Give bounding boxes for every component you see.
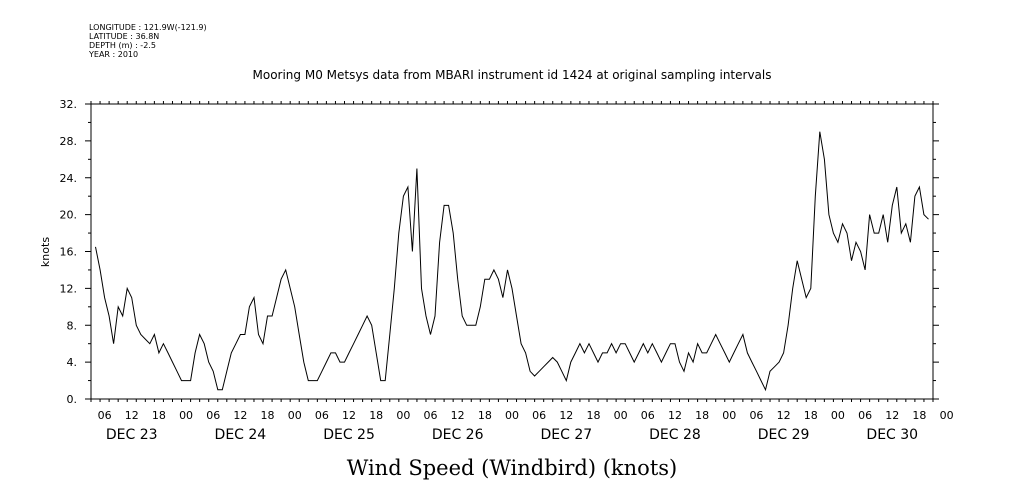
year-text: YEAR : 2010 — [88, 50, 138, 59]
hour-tick-label: 00 — [179, 409, 193, 422]
hour-tick-label: 06 — [424, 409, 438, 422]
y-axis-label: knots — [39, 237, 52, 267]
hour-tick-label: 18 — [695, 409, 709, 422]
hour-tick-label: 00 — [505, 409, 519, 422]
x-axis-label: Wind Speed (Windbird) (knots) — [347, 456, 677, 480]
day-label: DEC 27 — [540, 427, 592, 443]
y-tick-label: 28. — [60, 135, 78, 148]
hour-tick-label: 12 — [451, 409, 465, 422]
hour-tick-label: 18 — [912, 409, 926, 422]
depth-text: DEPTH (m) : -2.5 — [89, 41, 156, 50]
y-tick-label: 4. — [67, 356, 78, 369]
metadata-block: LONGITUDE : 121.9W(-121.9) LATITUDE : 36… — [88, 23, 207, 59]
hour-tick-label: 12 — [668, 409, 682, 422]
hour-tick-label: 06 — [641, 409, 655, 422]
plot-frame — [90, 103, 934, 400]
x-axis: 06 12 18 00 06 12 18 00 06 12 18 00 06 12 18 00 06 12 18 00… — [90, 101, 954, 422]
y-tick-label: 16. — [60, 246, 78, 259]
hour-tick-label: 06 — [98, 409, 112, 422]
day-label: DEC 29 — [758, 427, 810, 443]
hour-tick-label: 18 — [152, 409, 166, 422]
y-tick-label: 32. — [60, 98, 78, 111]
y-tick-label: 12. — [60, 282, 78, 295]
day-label: DEC 30 — [866, 427, 918, 443]
y-tick-label: 8. — [67, 319, 78, 332]
day-label: DEC 25 — [323, 427, 375, 443]
day-label: DEC 23 — [106, 427, 158, 443]
y-axis: 0. 4. 8. 12. 16. 20. 24. 28. 32. — [60, 98, 939, 406]
hour-tick-label: 18 — [586, 409, 600, 422]
latitude-text: LATITUDE : 36.8N — [89, 32, 159, 41]
y-tick-label: 20. — [60, 209, 78, 222]
hour-tick-label: 18 — [478, 409, 492, 422]
hour-tick-label: 06 — [315, 409, 329, 422]
hour-tick-label: 00 — [722, 409, 736, 422]
day-label: DEC 24 — [215, 427, 267, 443]
hour-tick-label: 00 — [396, 409, 410, 422]
hour-tick-label: 06 — [206, 409, 220, 422]
day-labels: DEC 23 DEC 24 DEC 25 DEC 26 DEC 27 DEC 28 DEC … — [106, 427, 918, 443]
y-tick-label: 24. — [60, 172, 78, 185]
hour-tick-label: 00 — [940, 409, 954, 422]
hour-tick-label: 12 — [342, 409, 356, 422]
data-lines — [95, 131, 929, 392]
hour-tick-label: 00 — [288, 409, 302, 422]
hour-tick-label: 18 — [804, 409, 818, 422]
series-line — [95, 131, 929, 392]
hour-tick-label: 06 — [858, 409, 872, 422]
hour-tick-label: 00 — [614, 409, 628, 422]
hour-tick-label: 12 — [233, 409, 247, 422]
hour-tick-label: 12 — [777, 409, 791, 422]
chart-title: Mooring M0 Metsys data from MBARI instru… — [253, 68, 772, 82]
day-label: DEC 28 — [649, 427, 701, 443]
y-tick-label: 0. — [67, 393, 78, 406]
hour-tick-label: 18 — [261, 409, 275, 422]
day-label: DEC 26 — [432, 427, 484, 443]
hour-tick-label: 06 — [749, 409, 763, 422]
hour-tick-label: 12 — [885, 409, 899, 422]
hour-tick-label: 00 — [831, 409, 845, 422]
longitude-text: LONGITUDE : 121.9W(-121.9) — [89, 23, 207, 32]
hour-tick-label: 12 — [559, 409, 573, 422]
hour-tick-label: 12 — [125, 409, 139, 422]
hour-tick-label: 18 — [369, 409, 383, 422]
hour-tick-label: 06 — [532, 409, 546, 422]
